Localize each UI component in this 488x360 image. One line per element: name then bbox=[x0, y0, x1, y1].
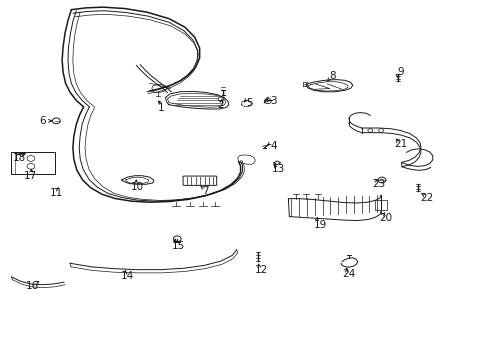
Text: 8: 8 bbox=[328, 71, 335, 81]
Text: 16: 16 bbox=[26, 281, 39, 291]
Text: 14: 14 bbox=[121, 271, 134, 281]
Text: 13: 13 bbox=[271, 164, 285, 174]
Text: 2: 2 bbox=[216, 100, 223, 110]
Text: 9: 9 bbox=[396, 67, 403, 77]
Text: 21: 21 bbox=[393, 139, 407, 149]
Text: 17: 17 bbox=[23, 171, 37, 181]
Text: 18: 18 bbox=[13, 153, 26, 163]
Text: 6: 6 bbox=[39, 116, 45, 126]
Text: 7: 7 bbox=[202, 186, 208, 196]
Text: 4: 4 bbox=[270, 141, 277, 151]
Text: 1: 1 bbox=[158, 103, 164, 113]
Text: 19: 19 bbox=[313, 220, 326, 230]
Bar bbox=[11, 152, 55, 174]
Text: 20: 20 bbox=[379, 213, 392, 222]
Text: 5: 5 bbox=[245, 98, 252, 108]
Text: 24: 24 bbox=[342, 269, 355, 279]
Text: 10: 10 bbox=[130, 182, 143, 192]
Text: 12: 12 bbox=[254, 265, 267, 275]
Text: 23: 23 bbox=[371, 179, 385, 189]
Text: 22: 22 bbox=[420, 193, 433, 203]
Text: 11: 11 bbox=[50, 188, 63, 198]
Text: 3: 3 bbox=[270, 96, 277, 106]
Text: 15: 15 bbox=[172, 241, 185, 251]
